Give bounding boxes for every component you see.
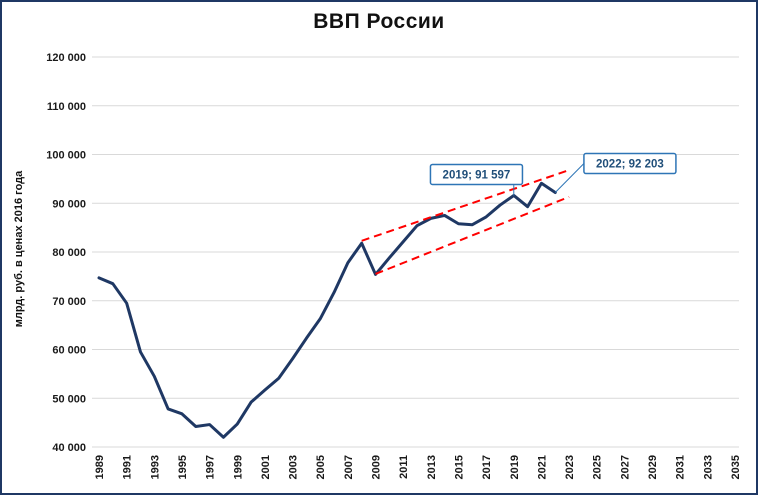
annotation-label: 2019; 91 597	[443, 169, 511, 181]
y-tick-label: 40 000	[52, 442, 86, 454]
y-tick-label: 110 000	[47, 101, 86, 113]
trendline	[375, 195, 570, 275]
chart-title: ВВП России	[313, 10, 445, 33]
y-tick-label: 100 000	[46, 150, 86, 162]
x-tick-label: 2009	[371, 455, 383, 479]
x-tick-label: 1993	[149, 455, 161, 479]
x-tick-label: 2007	[343, 455, 355, 479]
x-tick-label: 2035	[730, 455, 742, 479]
gdp-series-line	[97, 181, 557, 439]
x-tick-label: 2033	[702, 455, 714, 479]
y-tick-label: 60 000	[52, 345, 86, 357]
x-tick-label: 2031	[675, 455, 687, 479]
annotation-box	[429, 163, 524, 186]
annotation-label: 2022; 92 203	[596, 159, 664, 171]
x-tick-label: 2027	[619, 455, 631, 479]
x-tick-label: 2013	[426, 455, 438, 479]
x-tick-label: 2001	[260, 455, 272, 479]
x-tick-label: 2019	[509, 455, 521, 479]
x-tick-label: 2003	[288, 455, 300, 479]
annotation-box	[583, 152, 677, 175]
x-tick-label: 2029	[647, 455, 659, 479]
y-tick-label: 120 000	[46, 52, 86, 64]
x-tick-label: 1997	[205, 455, 217, 479]
x-tick-label: 2015	[453, 455, 465, 479]
x-tick-label: 2017	[481, 455, 493, 479]
x-tick-label: 1991	[122, 455, 134, 479]
x-tick-label: 2005	[315, 455, 327, 479]
x-tick-label: 2021	[536, 455, 548, 479]
x-tick-label: 1999	[232, 455, 244, 479]
x-tick-label: 1989	[94, 455, 106, 479]
x-tick-label: 2023	[564, 455, 576, 479]
x-tick-label: 2011	[398, 455, 410, 479]
y-tick-label: 70 000	[52, 296, 86, 308]
y-tick-label: 80 000	[52, 247, 86, 259]
trendline	[361, 169, 570, 242]
annotation-leader-line	[554, 163, 585, 193]
y-tick-label: 50 000	[52, 393, 86, 405]
x-tick-label: 2025	[592, 455, 604, 479]
y-tick-label: 90 000	[52, 198, 86, 210]
x-tick-label: 1995	[177, 455, 189, 479]
